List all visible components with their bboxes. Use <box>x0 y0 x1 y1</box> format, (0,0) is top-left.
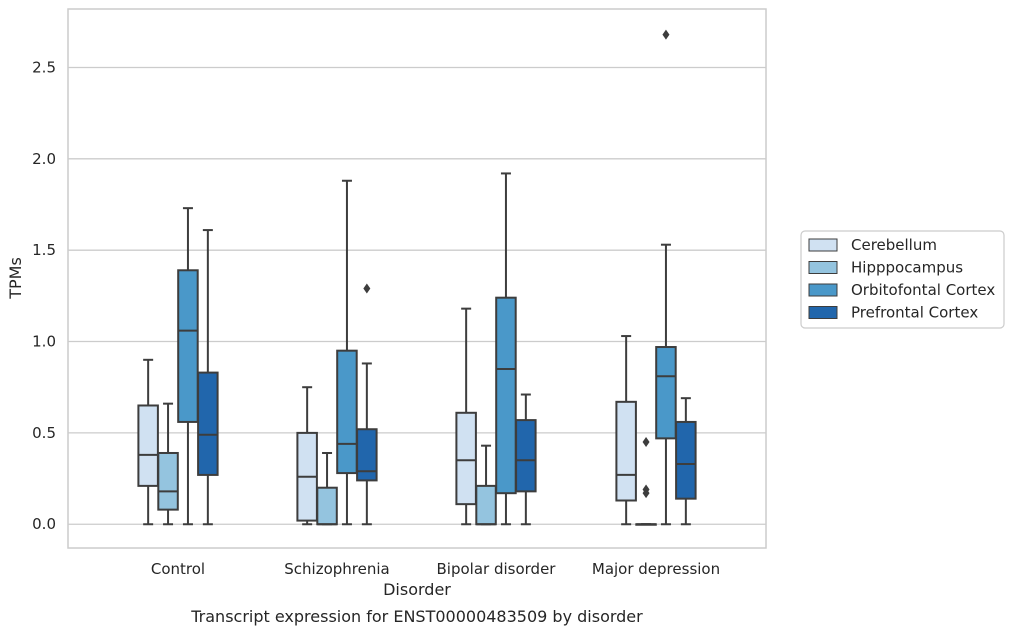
box-cerebellum <box>296 386 318 526</box>
x-tick-label: Schizophrenia <box>284 560 389 578</box>
box-body <box>515 419 537 493</box>
box-body <box>655 346 677 440</box>
y-tick-label: 0.5 <box>32 424 56 442</box>
x-axis-ticks: Control Schizophrenia Bipolar disorder Majo… <box>151 560 720 578</box>
legend-label: Orbitofontal Cortex <box>851 281 995 299</box>
y-tick-label: 1.5 <box>32 241 56 259</box>
box-hipppocampus <box>635 437 657 526</box>
y-axis-label: TPMs <box>6 257 25 300</box>
y-axis-ticks: 0.0 0.5 1.0 1.5 2.0 2.5 <box>32 58 56 533</box>
box-body <box>356 428 378 482</box>
legend-swatch <box>808 283 838 297</box>
box-cerebellum <box>615 335 637 526</box>
box-hipppocampus <box>475 444 497 526</box>
box-body <box>177 269 199 423</box>
box-body <box>197 371 219 476</box>
legend-label: Prefrontal Cortex <box>851 304 978 322</box>
box-body <box>455 411 477 506</box>
outlier-point <box>662 29 670 40</box>
box-hipppocampus <box>316 451 338 526</box>
box-prefrontal-cortex <box>515 393 537 526</box>
box-orbitofontal-cortex <box>495 172 517 526</box>
box-body <box>675 420 697 500</box>
box-body <box>475 484 497 526</box>
box-orbitofontal-cortex <box>336 179 358 526</box>
legend-swatch <box>808 261 838 274</box>
legend: Cerebellum Hipppocampus Orbitofontal Corte… <box>800 230 1005 329</box>
box-body <box>316 486 338 526</box>
legend-swatch <box>808 306 838 319</box>
legend-frame <box>800 230 1005 329</box>
box-prefrontal-cortex <box>675 397 697 526</box>
x-tick-label: Major depression <box>592 560 720 578</box>
box-body <box>137 404 159 487</box>
y-tick-label: 0.0 <box>32 515 56 533</box>
legend-label: Cerebellum <box>851 236 937 254</box>
box-cerebellum <box>137 358 159 526</box>
y-tick-label: 1.0 <box>32 333 56 351</box>
y-tick-label: 2.5 <box>32 58 56 76</box>
x-tick-label: Control <box>151 560 205 578</box>
box-body <box>495 296 517 495</box>
y-tick-label: 2.0 <box>32 150 56 168</box>
outlier-point <box>363 283 371 294</box>
box-hipppocampus <box>157 402 179 526</box>
box-body <box>336 349 358 475</box>
x-axis-label: Disorder <box>383 580 451 599</box>
legend-label: Hipppocampus <box>851 259 963 277</box>
box-prefrontal-cortex <box>356 283 378 526</box>
box-cerebellum <box>455 307 477 526</box>
boxes <box>137 29 697 526</box>
x-tick-label: Bipolar disorder <box>437 560 557 578</box>
box-body <box>157 451 179 511</box>
box-body <box>615 400 637 502</box>
chart-caption: Transcript expression for ENST0000048350… <box>190 607 643 626</box>
outlier-point <box>642 437 650 448</box>
box-orbitofontal-cortex <box>177 207 199 526</box>
box-orbitofontal-cortex <box>655 29 677 526</box>
box-prefrontal-cortex <box>197 229 219 526</box>
legend-swatch <box>808 238 838 252</box>
plot-frame <box>67 8 767 549</box>
outlier-point <box>642 488 650 499</box>
